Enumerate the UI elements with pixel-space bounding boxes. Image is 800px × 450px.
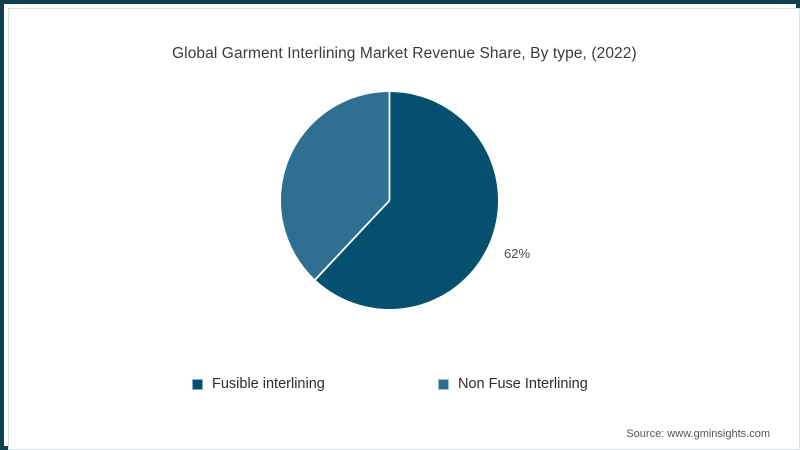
pie-chart-svg [281,92,498,309]
pie-chart [281,92,498,309]
chart-legend: Fusible interlining Non Fuse Interlining [4,372,800,396]
chart-title: Global Garment Interlining Market Revenu… [172,45,637,62]
legend-item-fusible-interlining[interactable]: Fusible interlining [192,372,325,396]
source-note: Source: www.gminsights.com [626,428,770,440]
legend-label-fusible-interlining: Fusible interlining [212,376,325,392]
legend-swatch-icon-non-fuse-interlining [438,378,449,390]
pie-data-label-fusible-interlining: 62% [504,246,531,261]
pie-slice-fusible-interlining[interactable] [315,92,498,309]
legend-item-non-fuse-interlining[interactable]: Non Fuse Interlining [438,372,588,396]
pie-slice-non-fuse-interlining[interactable] [281,92,390,280]
pie-slices [281,92,498,309]
pie-slice-separators [314,92,391,281]
legend-swatch-icon-fusible-interlining [192,378,203,390]
legend-label-non-fuse-interlining: Non Fuse Interlining [458,376,588,392]
pie-slice-separator-1 [314,199,391,281]
